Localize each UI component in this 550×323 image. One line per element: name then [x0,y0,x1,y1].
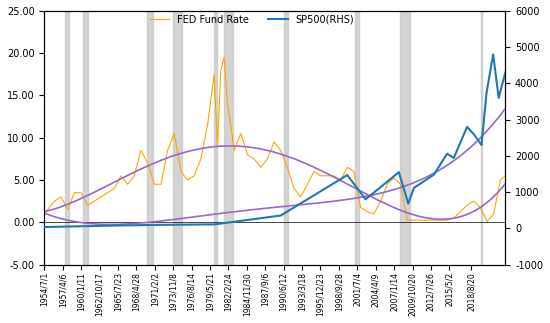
Bar [355,11,360,265]
Bar [284,11,288,265]
Bar [481,11,482,265]
Bar [65,11,69,265]
Bar [400,11,410,265]
Bar [173,11,182,265]
Bar [214,11,217,265]
Bar [82,11,89,265]
Line: SP500(RHS): SP500(RHS) [45,54,505,227]
Line: FED Fund Rate: FED Fund Rate [45,57,505,222]
Legend: FED Fund Rate, SP500(RHS): FED Fund Rate, SP500(RHS) [146,11,358,28]
Bar [147,11,153,265]
Bar [224,11,233,265]
